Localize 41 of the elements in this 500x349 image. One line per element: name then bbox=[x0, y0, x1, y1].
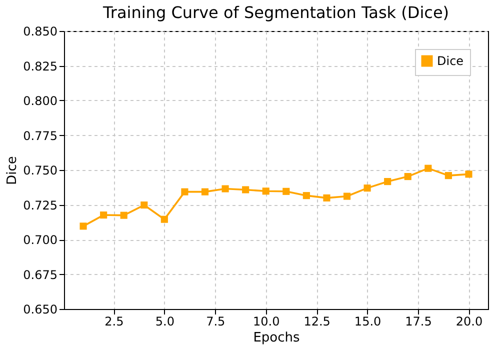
x-axis-title: Epochs bbox=[253, 330, 300, 346]
point bbox=[80, 222, 87, 230]
x-tick-label: 12.5 bbox=[304, 314, 330, 328]
x-tick-label: 15.0 bbox=[354, 314, 382, 328]
chart-title: Training Curve of Segmentation Task (Dice) bbox=[102, 3, 450, 22]
y-tick-label: 0.750 bbox=[23, 164, 58, 178]
point bbox=[384, 178, 392, 186]
point bbox=[140, 201, 148, 209]
y-tick-label: 0.700 bbox=[23, 233, 58, 247]
point bbox=[160, 216, 168, 223]
x-tick-label: 20.0 bbox=[456, 314, 483, 328]
y-tick-label: 0.800 bbox=[23, 94, 58, 108]
y-tick-label: 0.650 bbox=[23, 302, 58, 316]
x-tick-label: 2.5 bbox=[104, 314, 124, 328]
point bbox=[222, 185, 229, 192]
point bbox=[282, 188, 290, 195]
point bbox=[262, 188, 270, 195]
point bbox=[404, 172, 412, 180]
point bbox=[424, 164, 432, 172]
y-tick-label: 0.725 bbox=[23, 198, 58, 212]
x-tick-label: 5.0 bbox=[155, 314, 174, 328]
point bbox=[465, 170, 472, 178]
point bbox=[444, 172, 452, 180]
y-tick-label: 0.675 bbox=[23, 268, 58, 282]
x-tick-label: 17.5 bbox=[405, 314, 432, 328]
y-axis-title: Dice bbox=[5, 156, 20, 185]
point bbox=[201, 188, 209, 196]
point bbox=[364, 184, 371, 192]
y-tick-label: 0.775 bbox=[23, 128, 58, 143]
x-tick-label: 7.5 bbox=[206, 314, 226, 328]
point bbox=[302, 192, 310, 200]
y-tick-label: 0.825 bbox=[23, 59, 58, 74]
point bbox=[120, 212, 128, 219]
x-tick-label: 10.0 bbox=[252, 314, 280, 328]
point bbox=[343, 192, 351, 200]
point bbox=[323, 194, 330, 202]
legend-label: Dice bbox=[437, 54, 464, 68]
point bbox=[242, 186, 250, 194]
point bbox=[100, 212, 108, 219]
point bbox=[181, 188, 188, 196]
y-tick-label: 0.850 bbox=[23, 24, 58, 38]
